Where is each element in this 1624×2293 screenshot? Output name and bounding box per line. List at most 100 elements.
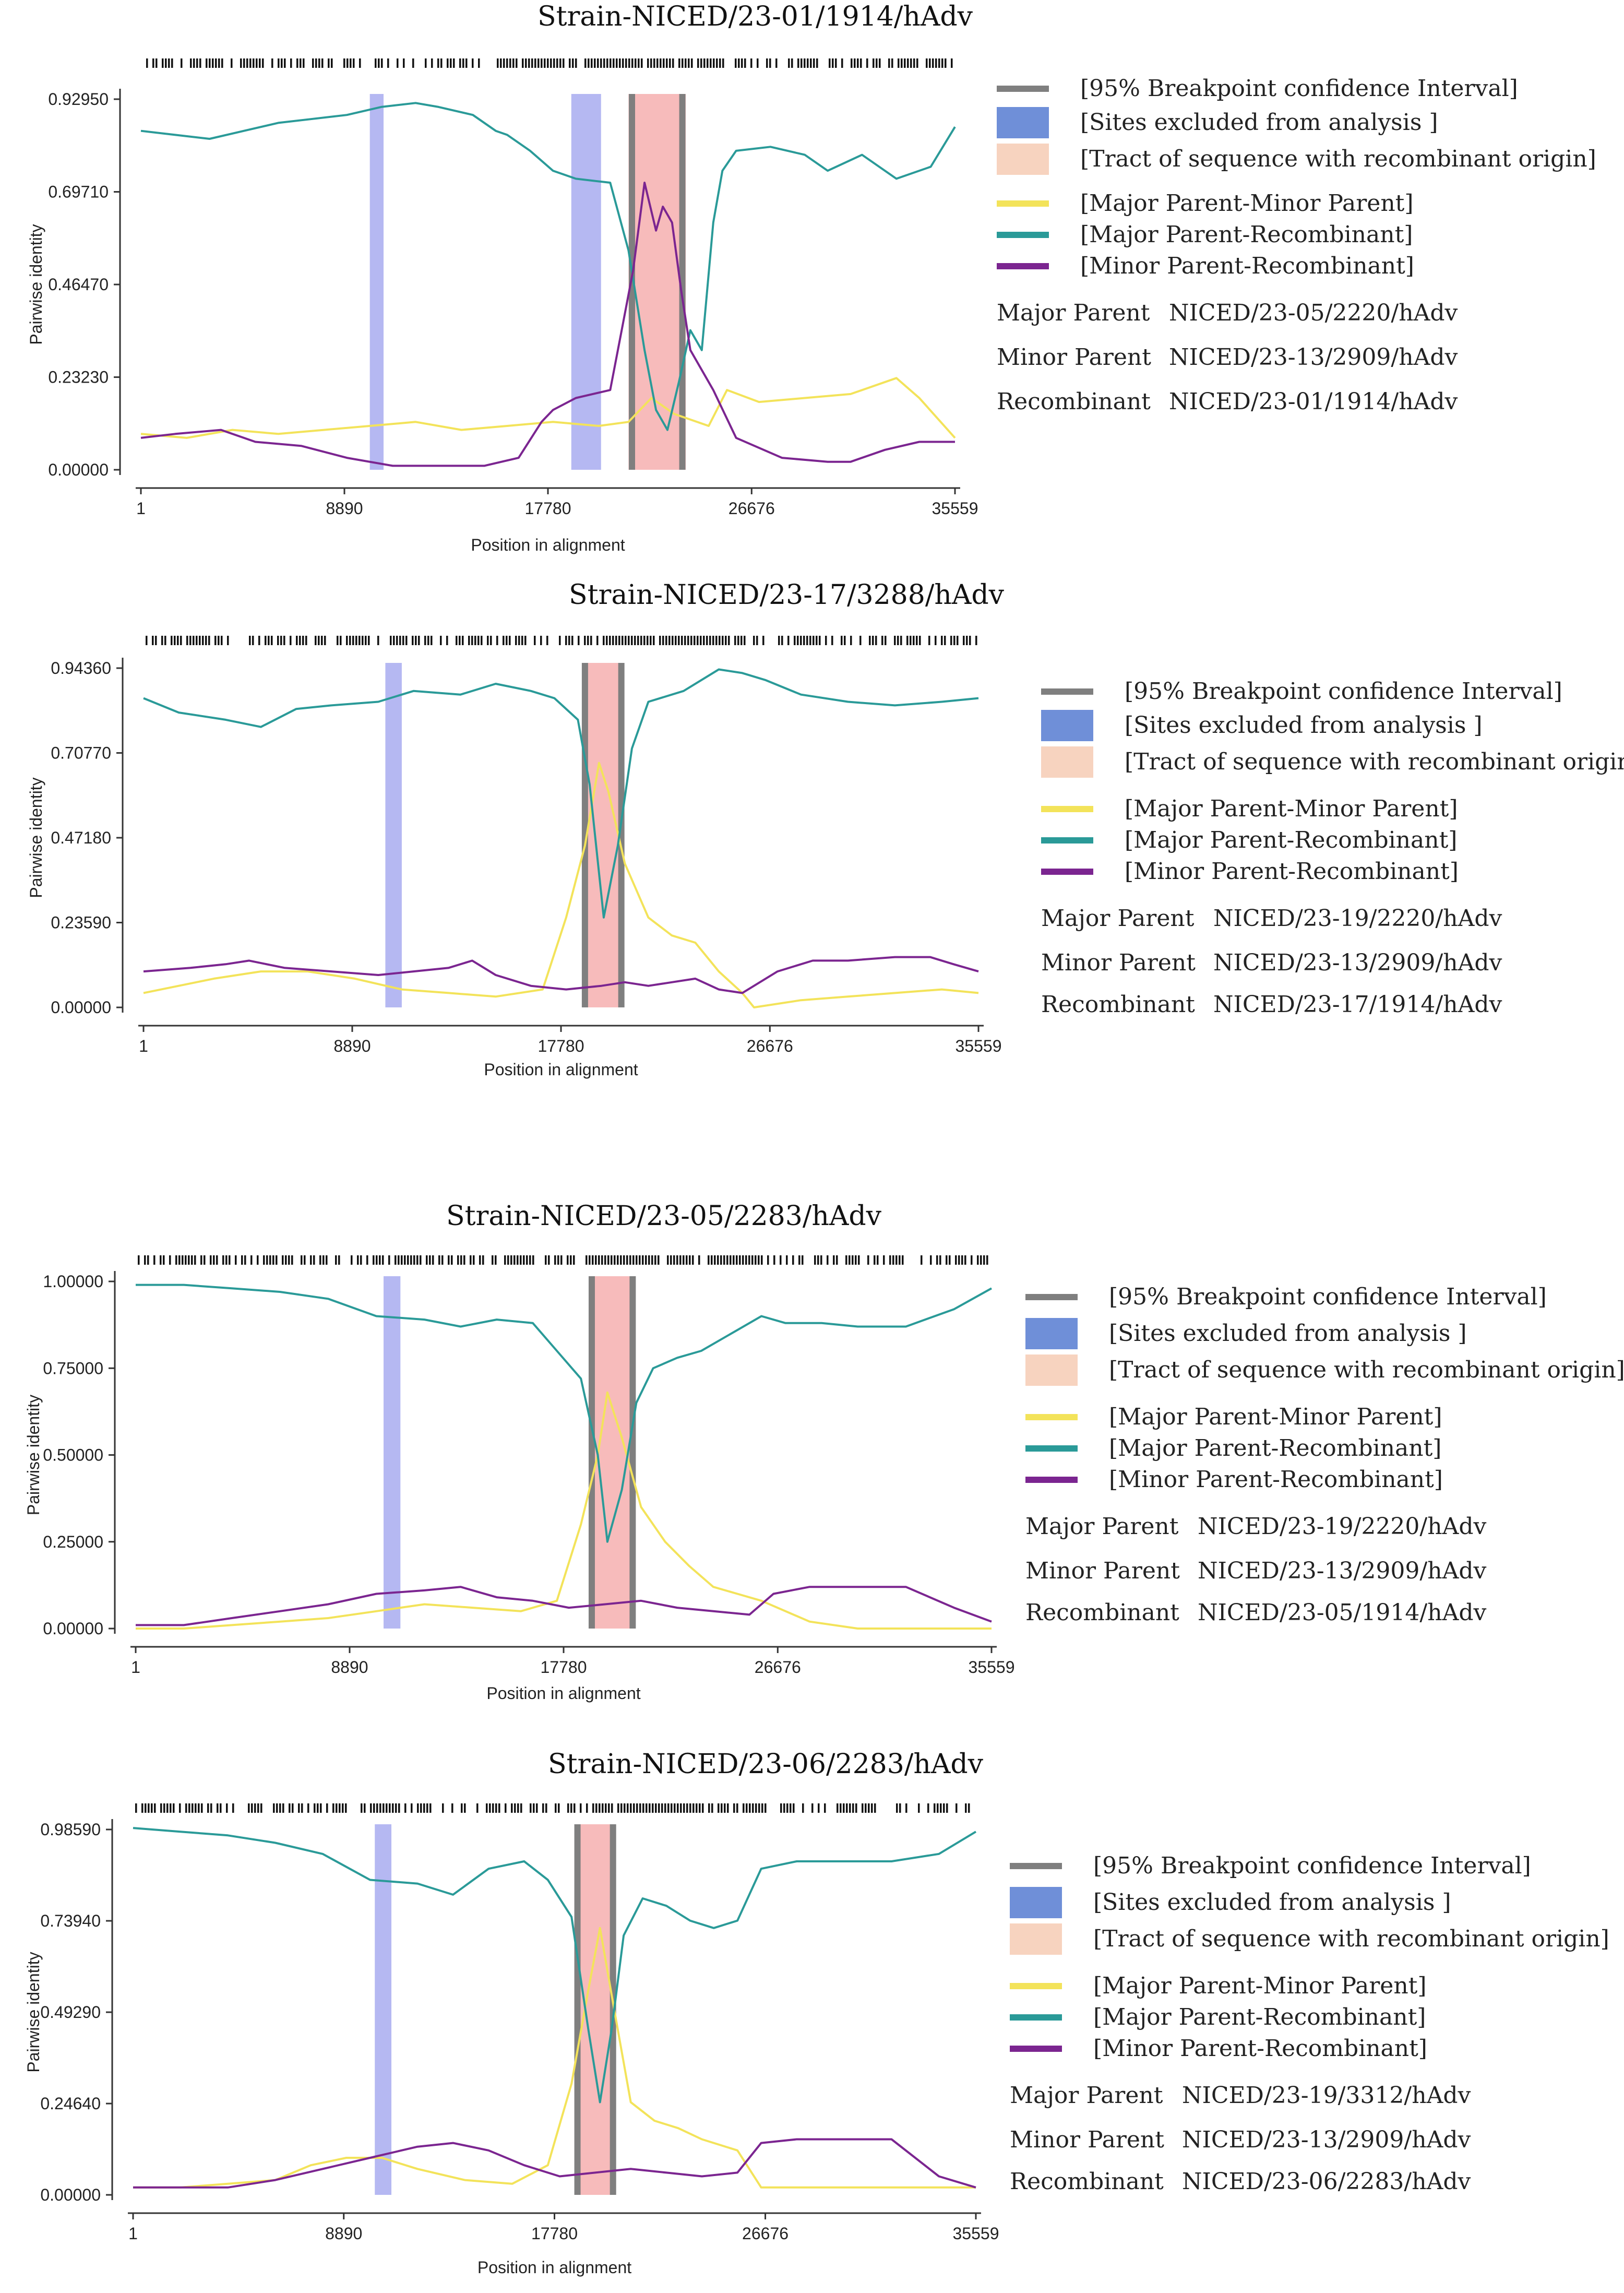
site-tick — [637, 636, 639, 645]
site-tick — [869, 636, 871, 645]
site-tick — [728, 636, 730, 645]
site-tick — [872, 636, 874, 645]
site-tick — [663, 58, 665, 68]
info-key: Minor Parent — [1041, 949, 1196, 976]
site-tick — [497, 58, 499, 68]
x-tick-label: 35559 — [956, 1037, 1002, 1055]
site-tick — [402, 636, 404, 645]
site-tick — [939, 1255, 941, 1265]
site-tick — [741, 636, 743, 645]
site-tick — [575, 58, 577, 68]
site-tick — [555, 1803, 557, 1813]
site-tick — [766, 58, 768, 68]
site-tick — [843, 1803, 845, 1813]
site-tick — [276, 1255, 278, 1265]
site-tick — [388, 1255, 390, 1265]
site-tick — [712, 636, 714, 645]
site-tick — [876, 58, 878, 68]
series-line-3 — [143, 956, 979, 994]
site-tick — [375, 58, 377, 68]
site-tick — [671, 1803, 673, 1813]
site-tick — [368, 636, 370, 645]
site-tick — [977, 1255, 979, 1265]
site-tick — [418, 636, 420, 645]
site-tick — [567, 1803, 569, 1813]
y-tick-label: 0.49290 — [40, 2003, 101, 2022]
site-tick — [302, 636, 304, 645]
site-tick — [396, 636, 398, 645]
site-tick — [891, 58, 893, 68]
site-tick — [151, 1803, 153, 1813]
site-tick — [343, 58, 345, 68]
site-tick — [758, 1255, 760, 1265]
site-tick — [928, 636, 930, 645]
site-tick — [938, 58, 940, 68]
legend-label: [Major Parent-Minor Parent] — [1080, 190, 1414, 217]
site-tick — [797, 636, 799, 645]
site-tick — [715, 636, 718, 645]
site-tick — [338, 1255, 340, 1265]
site-tick — [632, 1255, 635, 1265]
site-tick — [598, 1255, 600, 1265]
site-tick — [787, 636, 790, 645]
site-tick — [986, 1255, 988, 1265]
site-tick — [440, 636, 442, 645]
site-tick — [477, 636, 480, 645]
site-tick — [202, 636, 204, 645]
x-tick-label: 17780 — [541, 1658, 587, 1677]
site-tick — [303, 58, 305, 68]
site-tick — [896, 1803, 898, 1813]
site-tick — [175, 1255, 177, 1265]
site-tick — [328, 58, 330, 68]
y-tick-label: 0.25000 — [43, 1532, 103, 1551]
legend-label: [Minor Parent-Recombinant] — [1080, 253, 1414, 279]
series-line-1 — [133, 1927, 976, 2189]
site-tick — [680, 1803, 682, 1813]
site-tick — [660, 58, 662, 68]
site-tick — [457, 1255, 459, 1265]
site-tick — [290, 636, 292, 645]
y-tick-label: 0.47180 — [51, 828, 111, 847]
site-tick — [189, 636, 192, 645]
site-tick — [498, 1803, 500, 1813]
major-minor-swatch — [997, 200, 1049, 207]
site-tick — [345, 1803, 347, 1813]
site-tick — [602, 1803, 604, 1813]
site-tick — [665, 636, 667, 645]
site-tick — [168, 58, 170, 68]
site-tick — [226, 1803, 228, 1813]
site-tick — [450, 58, 452, 68]
site-tick — [858, 1255, 860, 1265]
site-tick — [392, 1803, 394, 1813]
site-tick — [273, 1803, 275, 1813]
breakpoint-swatch — [1041, 688, 1093, 695]
site-tick — [321, 58, 324, 68]
site-tick — [461, 1803, 463, 1813]
site-tick — [879, 58, 881, 68]
site-tick — [603, 636, 605, 645]
site-tick — [221, 58, 223, 68]
site-tick — [437, 58, 439, 68]
site-tick — [950, 636, 952, 645]
site-tick — [463, 1255, 465, 1265]
site-tick — [849, 1255, 851, 1265]
site-tick — [162, 58, 164, 68]
site-tick — [281, 58, 283, 68]
y-axis-label: Pairwise identity — [24, 1952, 43, 2072]
y-tick-label: 0.69710 — [48, 183, 109, 201]
site-tick — [975, 636, 977, 645]
site-tick — [412, 58, 414, 68]
chart-panel-1: Strain-NICED/23-01/1914/hAdv 0.00000 0.23… — [0, 0, 1624, 574]
site-tick — [161, 636, 163, 645]
site-tick — [218, 636, 220, 645]
x-tick-label: 1 — [128, 2224, 138, 2243]
site-tick — [310, 1255, 312, 1265]
info-key: Major Parent — [997, 300, 1150, 326]
site-tick — [730, 1255, 732, 1265]
site-tick — [339, 1803, 341, 1813]
site-tick — [702, 1803, 704, 1813]
site-tick — [647, 58, 649, 68]
site-tick — [516, 58, 518, 68]
site-tick — [703, 636, 705, 645]
site-tick — [854, 58, 856, 68]
